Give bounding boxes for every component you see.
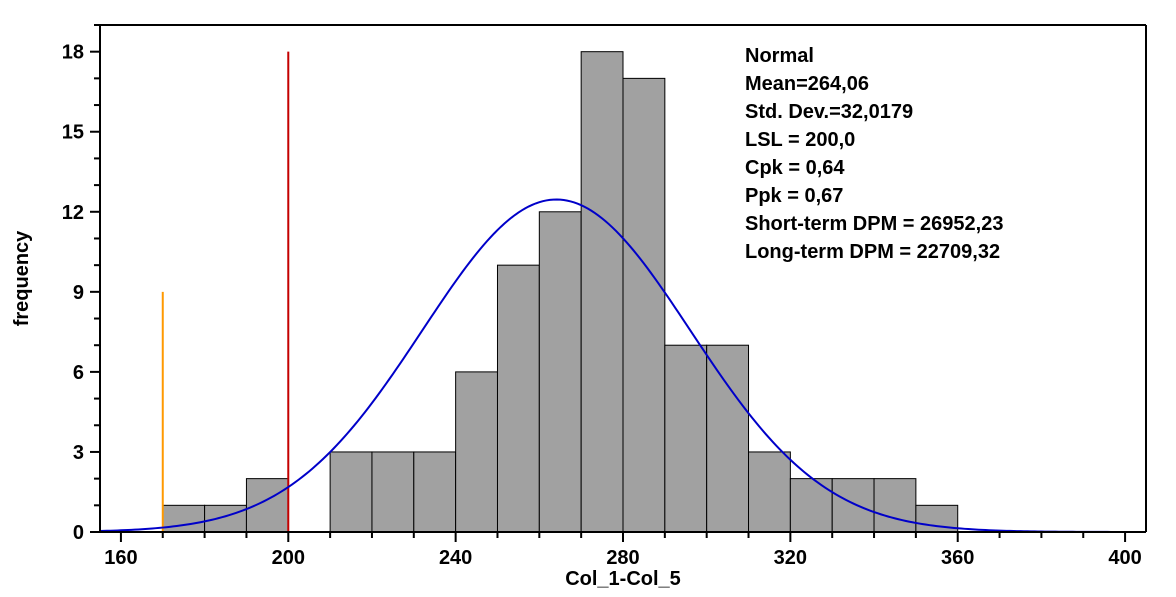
y-tick-label: 0 xyxy=(73,522,84,544)
x-tick-label: 240 xyxy=(439,547,472,569)
histogram-bar xyxy=(205,505,247,532)
stats-line: Short-term DPM = 26952,23 xyxy=(745,213,1003,235)
y-tick-label: 6 xyxy=(73,362,84,384)
histogram-bar xyxy=(874,479,916,532)
x-tick-label: 280 xyxy=(606,547,639,569)
histogram-bar xyxy=(665,345,707,532)
y-tick-label: 15 xyxy=(62,122,84,144)
histogram-bar xyxy=(372,452,414,532)
stats-line: Std. Dev.=32,0179 xyxy=(745,101,913,123)
x-axis-label: Col_1-Col_5 xyxy=(565,568,681,590)
stats-line: Normal xyxy=(745,45,814,67)
y-tick-label: 9 xyxy=(73,282,84,304)
stats-line: LSL = 200,0 xyxy=(745,129,855,151)
x-tick-label: 160 xyxy=(104,547,137,569)
stats-line: Ppk = 0,67 xyxy=(745,185,843,207)
x-tick-label: 360 xyxy=(941,547,974,569)
histogram-bar xyxy=(497,265,539,532)
chart-svg: 160 200 240 280 320 360 400 0 3 6 9 12 15 18 Col_1-Col… xyxy=(0,0,1176,597)
y-axis-label: frequency xyxy=(11,230,33,326)
histogram-bar xyxy=(330,452,372,532)
histogram-bar xyxy=(749,452,791,532)
y-tick-label: 12 xyxy=(62,202,84,224)
stats-line: Long-term DPM = 22709,32 xyxy=(745,241,1000,263)
histogram-bar xyxy=(246,479,288,532)
histogram-bar xyxy=(539,212,581,532)
stats-line: Cpk = 0,64 xyxy=(745,157,845,179)
histogram-bar xyxy=(456,372,498,532)
stats-line: Mean=264,06 xyxy=(745,73,869,95)
histogram-bar xyxy=(790,479,832,532)
x-tick-label: 400 xyxy=(1108,547,1141,569)
x-tick-label: 320 xyxy=(774,547,807,569)
histogram-bar xyxy=(707,345,749,532)
histogram-bar xyxy=(623,78,665,532)
capability-histogram-chart: 160 200 240 280 320 360 400 0 3 6 9 12 15 18 Col_1-Col… xyxy=(0,0,1176,597)
x-tick-label: 200 xyxy=(272,547,305,569)
histogram-bar xyxy=(832,479,874,532)
histogram-bar xyxy=(581,52,623,532)
histogram-bar xyxy=(163,505,205,532)
histogram-bar xyxy=(414,452,456,532)
y-tick-label: 18 xyxy=(62,42,84,64)
y-tick-label: 3 xyxy=(73,442,84,464)
